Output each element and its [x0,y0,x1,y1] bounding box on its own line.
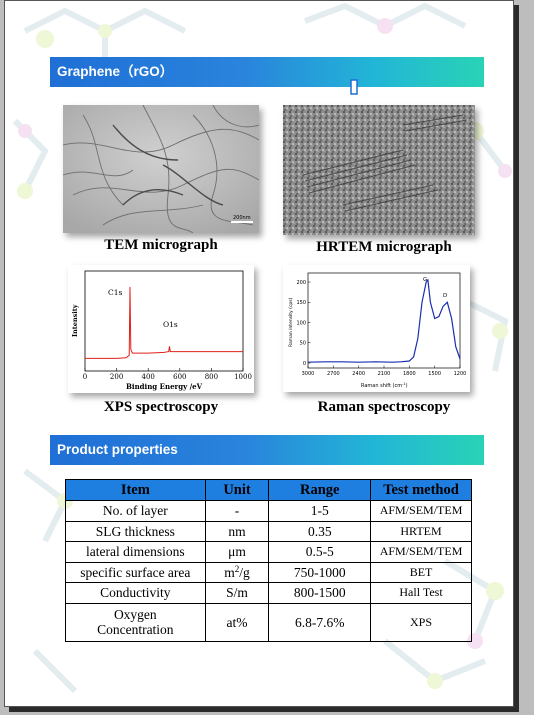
tem-scale-label: 200nm [233,215,251,221]
cell-range: 0.35 [268,520,372,542]
cell-test-method: AFM/SEM/TEM [370,500,472,522]
xps-chart: C1s O1s Intensity Binding Energy /eV 0 20… [68,265,254,393]
xps-x-tick-label: 1000 [234,373,252,381]
cell-range: 1-5 [268,500,372,522]
xps-x-tick-label: 800 [205,373,218,381]
raman-y-tick-label: 0 [303,361,306,367]
xps-peak-label-c1s: C1s [108,288,123,297]
cell-test-method: BET [370,561,472,583]
section-banner-graphene: Graphene（rGO） [50,57,484,87]
table-header-row: Item Unit Range Test method [65,479,472,501]
cell-test-method: AFM/SEM/TEM [370,541,472,563]
cell-unit: m2/g [204,561,270,583]
raman-x-axis-label: Raman shift (cm-1) [361,382,408,389]
cell-test-method: XPS [370,602,472,642]
raman-x-tick-label: 2100 [378,371,391,377]
raman-x-tick-label: 1500 [428,371,441,377]
cell-range: 750-1000 [268,561,372,583]
table-row: No. of layer - 1-5 AFM/SEM/TEM [65,500,472,522]
hrtem-micrograph-image [283,105,475,235]
section-banner-properties: Product properties [50,435,484,465]
cell-unit: nm [204,520,270,542]
raman-y-axis-label: Raman intensity (cps) [288,297,294,347]
product-properties-table: Item Unit Range Test method No. of layer… [65,479,472,642]
cell-unit: at% [204,602,270,642]
raman-peak-label-g: G [423,277,427,283]
raman-y-tick-label: 200 [296,280,306,286]
cell-item: specific surface area [65,561,206,583]
cell-unit: S/m [204,582,270,604]
raman-chart: G D Raman intensity (cps) Raman shift (c… [283,265,470,392]
xps-plot-frame [84,270,244,372]
section-title-properties: Product properties [57,442,178,457]
table-row: Oxygen Concentration at% 6.8-7.6% XPS [65,602,472,642]
table-row: specific surface area m2/g 750-1000 BET [65,561,472,583]
section-title-graphene: Graphene（rGO） [57,64,174,79]
xps-spectrum-line [85,286,243,359]
raman-y-tick-label: 50 [300,341,306,347]
table-row: Conductivity S/m 800-1500 Hall Test [65,582,472,604]
xps-x-tick-label: 400 [142,373,155,381]
raman-x-tick-label: 2700 [327,371,340,377]
text-cursor-icon [350,79,358,95]
column-header-item: Item [65,479,206,501]
document-page: Graphene（rGO） [4,0,514,707]
cell-test-method: Hall Test [370,582,472,604]
xps-caption: XPS spectroscopy [103,399,219,415]
column-header-test-method: Test method [370,479,472,501]
raman-y-tick-label: 150 [296,300,306,306]
xps-x-tick-label: 600 [173,373,186,381]
column-header-unit: Unit [204,479,270,501]
raman-x-tick-label: 1800 [403,371,416,377]
raman-x-tick-label: 2400 [352,371,365,377]
table-row: SLG thickness nm 0.35 HRTEM [65,520,472,542]
tem-caption: TEM micrograph [104,237,218,253]
tem-micrograph-image: 200nm [63,105,259,233]
cell-unit: μm [204,541,270,563]
cell-item: Oxygen Concentration [65,602,206,642]
cell-item: Conductivity [65,582,206,604]
cell-range: 0.5-5 [268,541,372,563]
cell-test-method: HRTEM [370,520,472,542]
cell-unit: - [204,500,270,522]
raman-x-tick-label: 1200 [454,371,467,377]
cell-range: 6.8-7.6% [268,602,372,642]
xps-x-tick-label: 0 [83,373,87,381]
raman-spectrum-line [307,278,461,363]
cell-item: SLG thickness [65,520,206,542]
xps-x-axis-label: Binding Energy /eV [126,382,203,391]
raman-peak-label-d: D [443,293,447,299]
xps-y-axis-label: Intensity [71,304,79,337]
raman-y-tick-label: 100 [296,320,306,326]
xps-x-tick-label: 200 [110,373,123,381]
cell-range: 800-1500 [268,582,372,604]
raman-x-tick-label: 3000 [302,371,315,377]
raman-caption: Raman spectroscopy [317,399,451,415]
xps-peak-label-o1s: O1s [163,320,178,329]
hrtem-caption: HRTEM micrograph [316,239,452,255]
cell-item: lateral dimensions [65,541,206,563]
cell-item: No. of layer [65,500,206,522]
table-row: lateral dimensions μm 0.5-5 AFM/SEM/TEM [65,541,472,563]
column-header-range: Range [268,479,372,501]
